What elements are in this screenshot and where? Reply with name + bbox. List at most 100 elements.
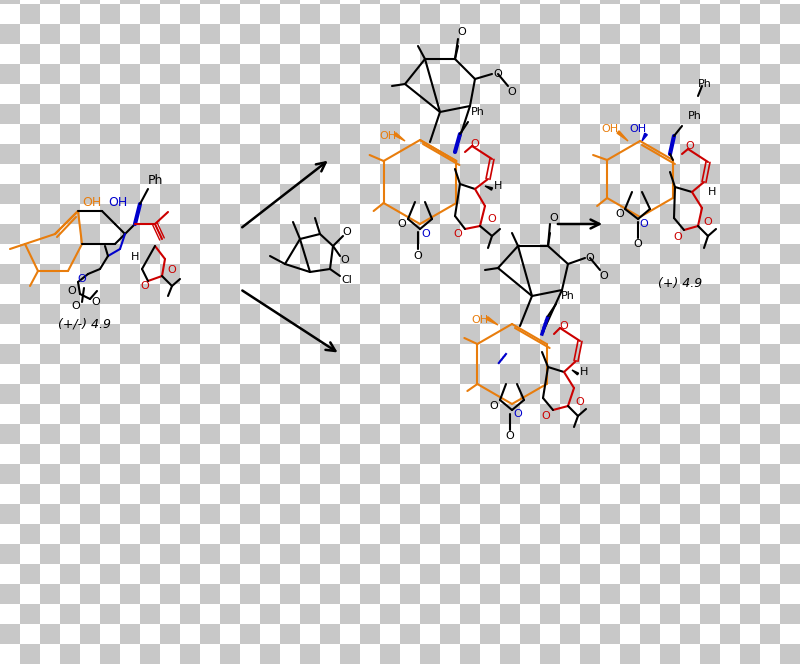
Bar [700,504,720,524]
Bar [200,84,220,104]
Bar [40,464,60,484]
Bar [260,344,280,364]
Bar [700,644,720,664]
Bar [0,644,20,664]
Bar [0,304,20,324]
Bar [780,164,800,184]
Text: OH: OH [379,131,397,141]
Bar [200,444,220,464]
Bar [620,124,640,144]
Bar [640,364,660,384]
Bar [120,584,140,604]
Bar [260,64,280,84]
Text: Ph: Ph [688,111,702,121]
Bar [440,444,460,464]
Bar [20,564,40,584]
Bar [260,584,280,604]
Bar [140,544,160,564]
Polygon shape [642,133,647,141]
Bar [140,604,160,624]
Text: OH: OH [108,195,128,208]
Text: O: O [68,286,76,296]
Bar [60,144,80,164]
Bar [780,404,800,424]
Bar [360,64,380,84]
Bar [600,364,620,384]
Bar [0,44,20,64]
Bar [100,184,120,204]
Bar [0,284,20,304]
Text: H: H [494,181,502,191]
Bar [20,64,40,84]
Bar [760,584,780,604]
Bar [360,624,380,644]
Bar [680,484,700,504]
Bar [180,204,200,224]
Bar [320,424,340,444]
Bar [260,224,280,244]
Bar [660,64,680,84]
Bar [140,84,160,104]
Bar [140,324,160,344]
Bar [160,384,180,404]
Bar [640,624,660,644]
Bar [80,24,100,44]
Bar [100,44,120,64]
Bar [420,344,440,364]
Bar [240,584,260,604]
Bar [760,144,780,164]
Bar [420,644,440,664]
Bar [40,604,60,624]
Bar [120,144,140,164]
Bar [20,464,40,484]
Bar [140,464,160,484]
Bar [180,324,200,344]
Bar [20,204,40,224]
Bar [140,404,160,424]
Bar [20,124,40,144]
Bar [780,524,800,544]
Bar [60,344,80,364]
Bar [40,544,60,564]
Bar [60,284,80,304]
Bar [720,224,740,244]
Bar [100,564,120,584]
Bar [620,404,640,424]
Bar [700,64,720,84]
Bar [320,304,340,324]
Bar [480,144,500,164]
Bar [20,384,40,404]
Bar [320,524,340,544]
Bar [780,224,800,244]
Bar [360,244,380,264]
Bar [300,284,320,304]
Bar [300,164,320,184]
Bar [460,344,480,364]
Bar [360,524,380,544]
Text: O: O [616,209,624,219]
Bar [740,144,760,164]
Bar [20,104,40,124]
Bar [460,384,480,404]
Bar [160,444,180,464]
Bar [140,284,160,304]
Bar [180,484,200,504]
Bar [300,444,320,464]
Bar [260,0,280,4]
Bar [500,84,520,104]
Bar [340,84,360,104]
Bar [460,544,480,564]
Bar [720,0,740,4]
Bar [180,84,200,104]
Bar [360,464,380,484]
Text: O: O [506,431,514,441]
Bar [560,184,580,204]
Bar [680,584,700,604]
Bar [660,84,680,104]
Bar [700,564,720,584]
Bar [760,44,780,64]
Bar [380,544,400,564]
Bar [520,164,540,184]
Bar [60,4,80,24]
Bar [520,224,540,244]
